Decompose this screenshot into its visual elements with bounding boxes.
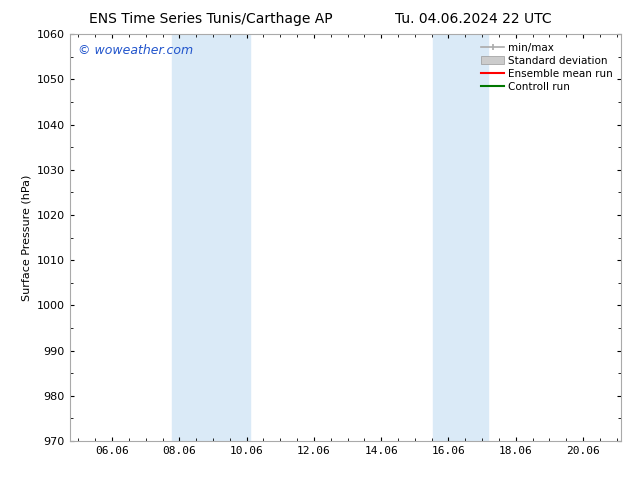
Legend: min/max, Standard deviation, Ensemble mean run, Controll run: min/max, Standard deviation, Ensemble me… bbox=[478, 40, 616, 95]
Bar bbox=[433, 34, 488, 441]
Bar bbox=[172, 34, 250, 441]
Text: ENS Time Series Tunis/Carthage AP: ENS Time Series Tunis/Carthage AP bbox=[89, 12, 332, 26]
Y-axis label: Surface Pressure (hPa): Surface Pressure (hPa) bbox=[21, 174, 31, 301]
Text: © woweather.com: © woweather.com bbox=[78, 45, 193, 57]
Text: Tu. 04.06.2024 22 UTC: Tu. 04.06.2024 22 UTC bbox=[395, 12, 552, 26]
